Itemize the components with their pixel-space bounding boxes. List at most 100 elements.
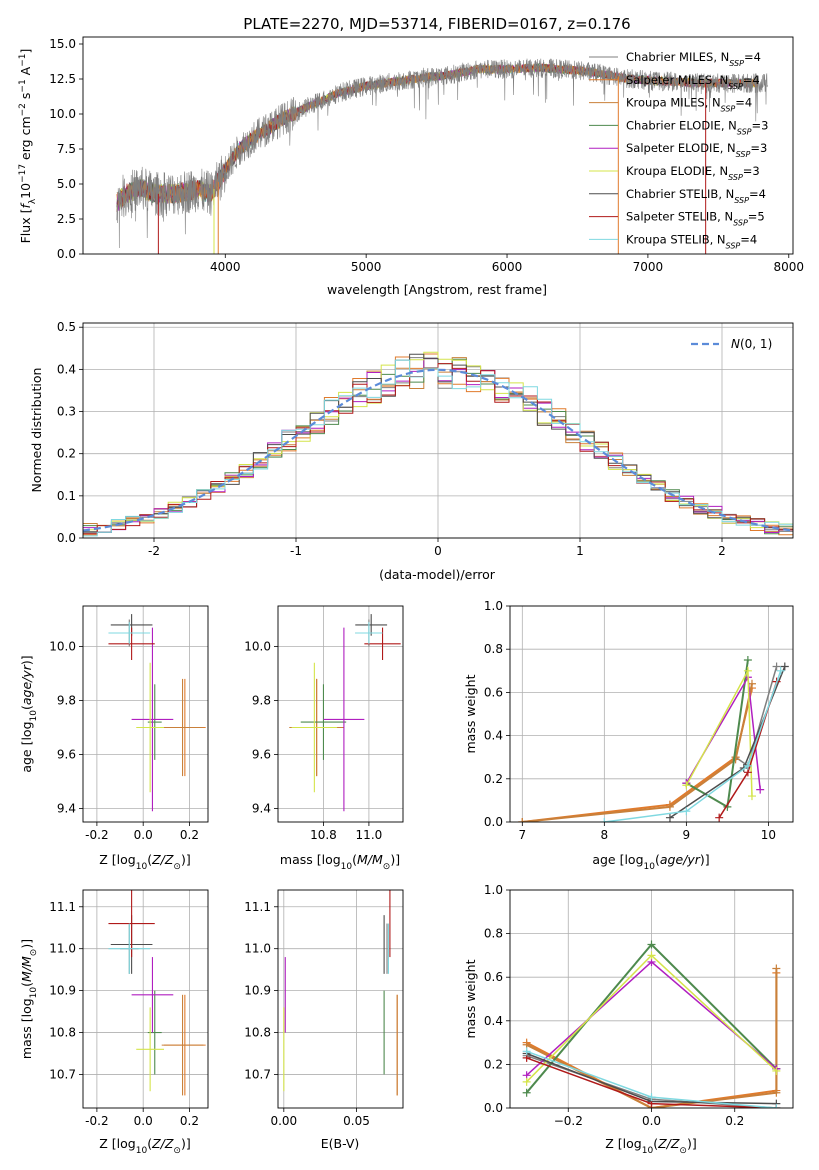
weight-marker-0 — [772, 662, 781, 671]
plot-area — [283, 890, 398, 1096]
plot-area — [522, 940, 781, 1108]
x-tick-label: -0.2 — [85, 1114, 108, 1128]
weight-line-8 — [604, 670, 782, 822]
y-tick-label: 0.8 — [484, 642, 503, 656]
age-vs-mass-panel: 10.8 11.0 9.4 9.6 9.8 10.0 mass [log10(M/M⊙)] — [244, 605, 404, 872]
y-tick-label: 15.0 — [49, 37, 76, 51]
x-tick-label: 8 — [601, 828, 609, 842]
weight-marker-4 — [756, 785, 765, 794]
weight-marker-8 — [776, 666, 785, 675]
y-tick-label: 10.0 — [49, 107, 76, 121]
legend-label-0: Chabrier MILES, NSSP=4 — [626, 50, 761, 68]
y-tick-label: 0.4 — [484, 729, 503, 743]
y-tick-label: 0.4 — [57, 362, 76, 376]
weight-marker-8 — [682, 807, 691, 816]
x-tick-label: 0.05 — [343, 1114, 370, 1128]
weight-line-2 — [526, 968, 778, 1108]
legend-label-4: Salpeter ELODIE, NSSP=3 — [626, 141, 767, 159]
y-tick-label: 0.0 — [57, 531, 76, 545]
axis-label: Z [log10(Z/Z⊙)] — [605, 1136, 696, 1156]
x-tick-label: 0.0 — [134, 828, 153, 842]
x-tick-label: 9 — [683, 828, 691, 842]
y-tick-label: 9.6 — [252, 748, 271, 762]
y-tick-label: 2.5 — [57, 212, 76, 226]
axis-label: age [log10(age/yr)] — [19, 655, 39, 772]
gaussian-curve — [83, 368, 793, 532]
y-axis-label: mass weight — [463, 674, 478, 753]
weight-marker-5 — [743, 666, 752, 675]
y-tick-label: 0.5 — [57, 320, 76, 334]
plot-area — [518, 656, 789, 822]
x-tick-label: 0.0 — [134, 1114, 153, 1128]
x-tick-label: 10 — [761, 828, 776, 842]
weight-marker-6 — [780, 662, 789, 671]
y-tick-label: 10.8 — [244, 1026, 271, 1040]
y-axis-label: mass weight — [463, 959, 478, 1038]
residuals-panel: -2 -1 0 1 2 0.0 0.1 0.2 0.3 0.4 0.5 N(0, 1) (data-mo… — [29, 320, 794, 582]
axes-frame — [82, 605, 209, 823]
weight-marker-8 — [772, 1104, 781, 1108]
weight-line-3 — [685, 659, 749, 809]
axis-label: Flux [fλ10−17 erg cm−2 s−1 A−1] — [18, 49, 38, 244]
y-tick-label: 10.7 — [49, 1067, 76, 1081]
axes-frame — [277, 889, 404, 1109]
x-tick-label: 0.00 — [270, 1114, 297, 1128]
weight-marker-5 — [682, 781, 691, 790]
x-tick-label: −0.2 — [554, 1114, 583, 1128]
y-tick-label: 9.8 — [57, 694, 76, 708]
weight-marker-2 — [772, 1088, 781, 1097]
weight-marker-5 — [647, 951, 656, 960]
axes-frame — [277, 605, 404, 823]
y-tick-label: 0.0 — [57, 247, 76, 261]
legend-gaussian-label: N(0, 1) — [731, 337, 772, 351]
y-tick-label: 7.5 — [57, 142, 76, 156]
x-tick-label: -2 — [148, 544, 160, 558]
weight-marker-8 — [647, 1093, 656, 1102]
weight-marker-5 — [747, 792, 756, 801]
y-tick-label: 10.7 — [244, 1067, 271, 1081]
x-tick-label: 0.0 — [642, 1114, 661, 1128]
y-tick-label: 0.2 — [484, 772, 503, 786]
axes-frame — [82, 36, 794, 255]
axes-frame — [82, 889, 209, 1109]
y-tick-label: 10.0 — [49, 640, 76, 654]
x-tick-label: 0.2 — [180, 828, 199, 842]
weight-marker-7 — [715, 813, 724, 822]
y-tick-label: 11.1 — [49, 900, 76, 914]
plot-area — [83, 351, 793, 537]
y-tick-label: 10.9 — [244, 984, 271, 998]
x-tick-label: 6000 — [492, 260, 523, 274]
legend-label-6: Chabrier STELIB, NSSP=4 — [626, 187, 766, 205]
x-tick-label: 0 — [434, 544, 442, 558]
y-tick-label: 0.4 — [484, 1014, 503, 1028]
x-tick-label: 0.2 — [180, 1114, 199, 1128]
spectrum-panel: 4000 5000 6000 7000 8000 0.0 2.5 5.0 7.5 10.0 12.5… — [18, 36, 804, 297]
y-tick-label: 11.0 — [244, 942, 271, 956]
x-tick-label: 10.8 — [310, 828, 337, 842]
plot-area — [108, 890, 206, 1096]
mass-vs-metallicity-panel: -0.2 0.0 0.2 10.7 10.8 10.9 11.0 11.1 Z [log10(Z… — [19, 889, 209, 1156]
legend-label-8: Kroupa STELIB, NSSP=4 — [626, 232, 757, 250]
x-tick-label: 2 — [718, 544, 726, 558]
weight-marker-2 — [665, 802, 674, 811]
y-axis-label: Normed distribution — [29, 368, 44, 493]
y-tick-label: 10.8 — [49, 1026, 76, 1040]
legend-label-3: Chabrier ELODIE, NSSP=3 — [626, 118, 768, 136]
y-tick-label: 5.0 — [57, 177, 76, 191]
plot-area — [108, 614, 206, 812]
y-tick-label: 9.6 — [57, 748, 76, 762]
y-tick-label: 10.0 — [244, 640, 271, 654]
axis-label: mass [log10(M/M⊙)] — [280, 852, 400, 872]
x-tick-label: 1 — [576, 544, 584, 558]
y-tick-label: 1.0 — [484, 599, 503, 613]
y-tick-label: 0.1 — [57, 489, 76, 503]
y-tick-label: 0.0 — [484, 815, 503, 829]
x-tick-label: -1 — [290, 544, 302, 558]
y-tick-label: 0.3 — [57, 405, 76, 419]
weight-marker-2 — [772, 964, 781, 973]
weight-marker-2 — [518, 818, 527, 822]
plot-area — [289, 614, 401, 812]
y-tick-label: 0.8 — [484, 927, 503, 941]
x-tick-label: 0.2 — [725, 1114, 744, 1128]
